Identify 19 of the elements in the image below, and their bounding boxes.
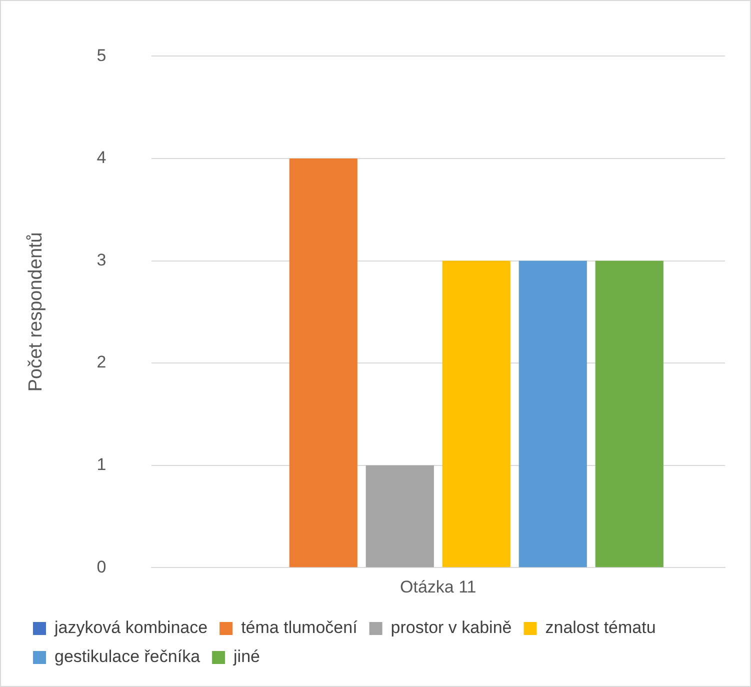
bar (289, 158, 358, 568)
legend-label: téma tlumočení (241, 618, 358, 638)
y-tick-label: 0 (96, 557, 106, 576)
legend-label: gestikulace řečníka (54, 647, 201, 666)
y-tick-label: 2 (96, 352, 106, 372)
x-tick-label: Otázka 11 (400, 577, 476, 596)
bar (595, 260, 664, 568)
y-tick-label: 3 (96, 250, 106, 270)
bar (366, 465, 434, 568)
legend-label: znalost tématu (545, 618, 656, 638)
legend-label: jazyková kombinace (54, 618, 208, 638)
y-axis-title: Počet respondentů (26, 232, 47, 392)
bar (442, 260, 510, 568)
y-tick-label: 4 (96, 148, 106, 168)
legend-label: prostor v kabině (390, 618, 512, 638)
y-tick-label: 5 (96, 46, 106, 65)
y-tick-label: 1 (96, 455, 106, 474)
bar (518, 260, 587, 568)
legend-label: jiné (232, 647, 260, 666)
